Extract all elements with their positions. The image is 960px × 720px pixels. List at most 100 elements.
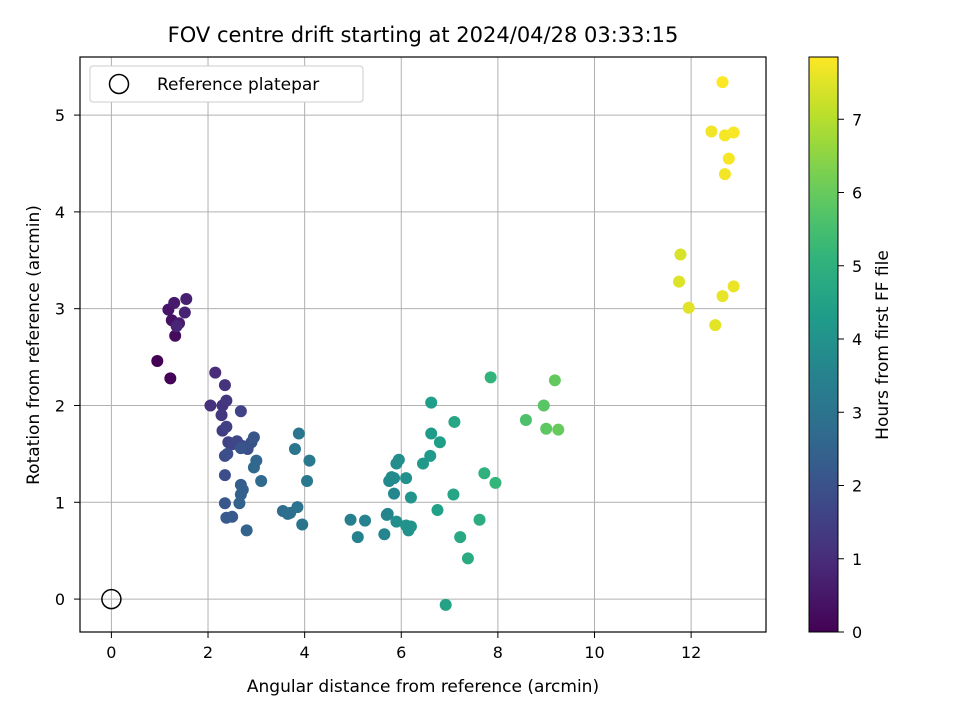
legend-label-reference-platepar: Reference platepar <box>157 75 319 95</box>
data-point <box>454 531 467 544</box>
data-point <box>168 296 181 309</box>
data-point <box>164 372 177 385</box>
colorbar-ticks: 0 1 2 3 4 5 6 7 <box>838 110 862 642</box>
data-point <box>233 497 246 510</box>
data-point <box>344 513 357 526</box>
data-point <box>385 471 398 484</box>
data-point <box>447 488 460 501</box>
data-point <box>218 469 231 482</box>
data-point <box>351 531 364 544</box>
data-point <box>303 454 316 467</box>
data-point <box>705 125 718 138</box>
data-point <box>218 497 231 510</box>
data-point <box>209 366 222 379</box>
data-point <box>400 472 413 485</box>
data-point <box>682 301 695 314</box>
data-point <box>234 442 247 455</box>
x-tick-label: 12 <box>681 643 701 662</box>
y-axis-title: Rotation from reference (arcmin) <box>24 205 44 485</box>
y-axis-ticks: 0 1 2 3 4 5 <box>55 106 80 609</box>
data-point <box>288 443 301 456</box>
data-point <box>727 280 740 293</box>
plot-area <box>79 56 767 633</box>
data-point <box>221 447 234 460</box>
legend: Reference platepar <box>89 65 364 103</box>
data-point <box>218 379 231 392</box>
y-tick-label: 0 <box>55 590 65 609</box>
x-tick-label: 10 <box>584 643 604 662</box>
colorbar-tick-label: 3 <box>852 403 862 422</box>
data-point <box>247 461 260 474</box>
y-tick-label: 4 <box>55 203 65 222</box>
data-point <box>215 409 228 422</box>
data-point <box>255 474 268 487</box>
data-point <box>716 290 729 303</box>
data-point <box>537 399 550 412</box>
data-point <box>301 474 314 487</box>
x-tick-label: 2 <box>203 643 213 662</box>
data-point <box>220 420 233 433</box>
data-point <box>169 329 182 342</box>
data-point <box>404 491 417 504</box>
data-point <box>727 126 740 139</box>
colorbar-tick-label: 0 <box>852 623 862 642</box>
data-point <box>240 524 253 537</box>
data-point <box>292 427 305 440</box>
x-tick-label: 6 <box>396 643 406 662</box>
data-point <box>718 168 731 181</box>
data-point <box>417 457 429 470</box>
x-axis-ticks: 0 2 4 6 8 10 12 <box>106 632 701 662</box>
x-tick-label: 8 <box>493 643 503 662</box>
data-point <box>247 431 260 444</box>
colorbar-tick-label: 4 <box>852 330 862 349</box>
data-point <box>390 515 403 528</box>
data-point <box>170 320 183 333</box>
data-point <box>540 422 553 435</box>
data-point <box>433 436 446 449</box>
data-point <box>461 552 474 565</box>
data-point <box>359 514 372 527</box>
chart-title: FOV centre drift starting at 2024/04/28 … <box>168 23 679 47</box>
x-tick-label: 4 <box>300 643 310 662</box>
data-point <box>548 374 561 387</box>
data-point <box>716 76 729 89</box>
data-point <box>220 394 233 407</box>
data-point <box>234 405 247 418</box>
data-point <box>296 518 309 531</box>
colorbar-gradient <box>808 56 839 633</box>
data-point <box>291 501 304 514</box>
data-point <box>424 449 437 462</box>
data-point <box>180 293 193 306</box>
y-tick-label: 1 <box>55 493 65 512</box>
data-point <box>400 519 413 532</box>
data-point <box>439 598 452 611</box>
reference-platepar-marker <box>101 588 122 610</box>
data-point <box>378 528 391 541</box>
data-point <box>392 453 405 466</box>
data-point <box>519 414 532 427</box>
plot-background <box>80 57 766 632</box>
data-point <box>178 306 191 319</box>
x-axis-title: Angular distance from reference (arcmin) <box>247 677 599 697</box>
data-point <box>673 275 686 288</box>
data-point <box>448 415 461 428</box>
colorbar-tick-label: 5 <box>852 257 862 276</box>
legend-reference-marker <box>108 73 130 95</box>
data-point <box>552 423 565 436</box>
data-point <box>425 427 438 440</box>
colorbar-tick-label: 7 <box>852 110 862 129</box>
data-point <box>220 511 233 524</box>
y-tick-label: 3 <box>55 300 65 319</box>
data-point <box>425 396 438 409</box>
legend-box <box>89 65 364 103</box>
data-points <box>151 76 740 611</box>
colorbar-tick-label: 1 <box>852 550 862 569</box>
data-point <box>478 467 491 480</box>
data-point <box>709 319 722 332</box>
x-tick-label: 0 <box>106 643 116 662</box>
data-point <box>484 371 497 384</box>
grid-lines <box>80 57 766 632</box>
plot-frame <box>79 56 767 633</box>
data-point <box>489 476 502 489</box>
